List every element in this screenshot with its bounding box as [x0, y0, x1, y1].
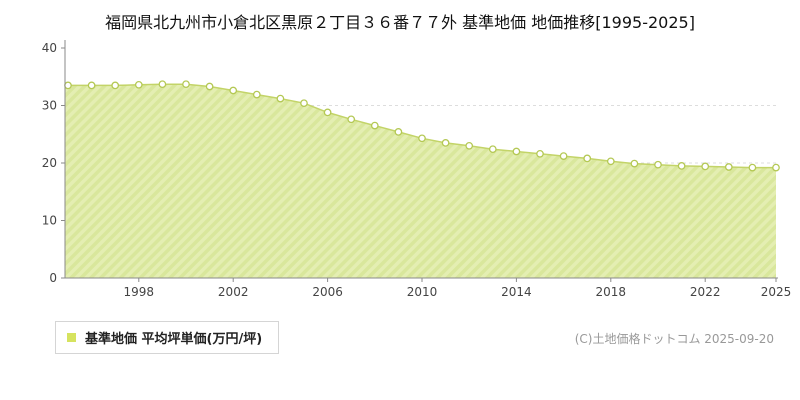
- legend-label: 基準地価 平均坪単価(万円/坪): [85, 332, 263, 347]
- x-tick-label: 2018: [596, 285, 627, 299]
- data-point: [724, 163, 733, 171]
- data-point: [182, 80, 190, 89]
- data-point: [300, 99, 308, 108]
- copyright-text: (C)土地価格ドットコム 2025-09-20: [574, 332, 774, 346]
- x-tick-label: 2002: [218, 285, 249, 299]
- data-point: [64, 81, 72, 90]
- data-point: [606, 157, 615, 166]
- data-point: [465, 141, 474, 150]
- x-tick-label: 2025: [761, 285, 792, 299]
- data-point: [630, 159, 639, 168]
- y-tick-label: 40: [42, 41, 57, 55]
- legend: 基準地価 平均坪単価(万円/坪): [55, 321, 280, 354]
- data-point: [134, 80, 143, 89]
- data-point: [229, 86, 238, 95]
- data-point: [370, 121, 379, 130]
- data-point: [205, 82, 214, 91]
- x-tick-label: 2010: [407, 285, 438, 299]
- data-point: [677, 162, 686, 170]
- data-point: [701, 162, 710, 171]
- area-fill: [65, 84, 776, 278]
- chart-title: 福岡県北九州市小倉北区黒原２丁目３６番７７外 基準地価 地価推移[1995-20…: [105, 13, 695, 32]
- x-tick-label: 2022: [690, 285, 721, 299]
- y-tick-label: 10: [42, 214, 57, 228]
- data-point: [441, 139, 450, 147]
- legend-swatch-icon: [67, 333, 76, 342]
- price-trend-chart: 0 10 20 30 40 1998 2002 2006 2010 2014 2018 2022 202…: [42, 40, 792, 299]
- data-point: [276, 94, 285, 103]
- data-point: [87, 81, 96, 90]
- data-point: [512, 147, 521, 156]
- data-point: [488, 145, 497, 154]
- y-tick-label: 30: [42, 99, 57, 113]
- data-point: [252, 90, 261, 99]
- data-point: [583, 154, 592, 163]
- data-point: [536, 149, 544, 158]
- data-point: [158, 80, 167, 89]
- data-point: [111, 81, 120, 90]
- x-tick-label: 2014: [501, 285, 532, 299]
- data-point: [323, 108, 332, 117]
- data-point: [654, 160, 662, 169]
- data-point: [772, 163, 780, 172]
- y-tick-label: 20: [42, 156, 57, 170]
- data-point: [347, 115, 356, 124]
- x-tick-label: 2006: [312, 285, 343, 299]
- y-tick-label: 0: [49, 271, 57, 285]
- data-point: [748, 163, 757, 172]
- x-tick-label: 1998: [124, 285, 155, 299]
- data-point: [559, 152, 568, 160]
- data-point: [418, 134, 426, 143]
- data-point: [394, 128, 403, 136]
